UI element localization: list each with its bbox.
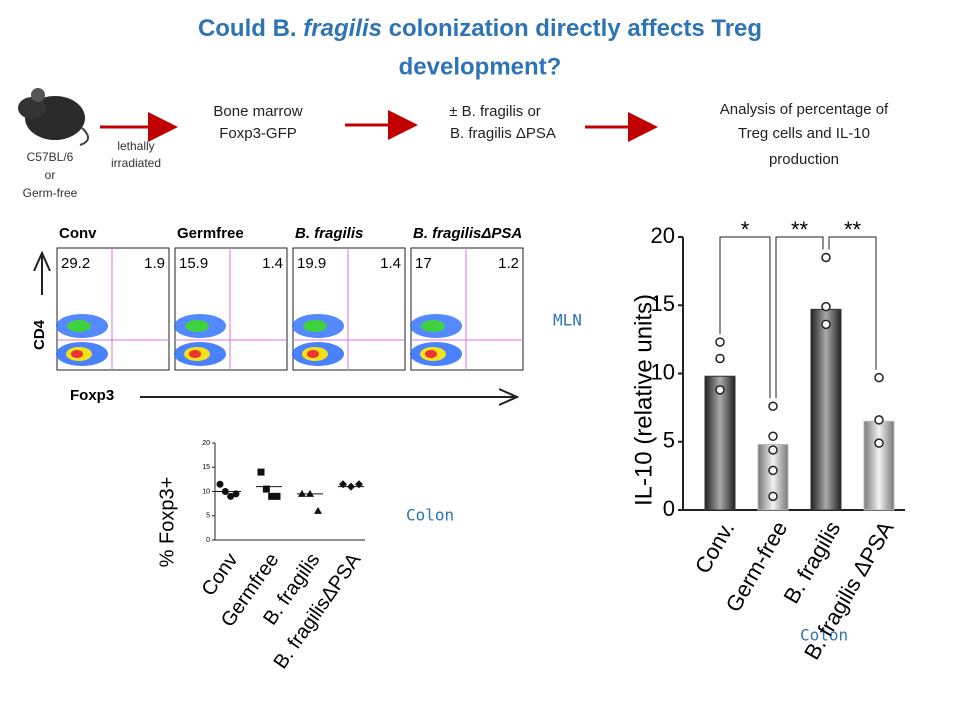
quadrant-value: 1.4: [380, 255, 401, 272]
significance-bracket: [828, 236, 877, 370]
point: [216, 480, 224, 488]
point: [715, 353, 725, 364]
point: [768, 445, 778, 455]
quadrant-value: 17: [415, 255, 432, 272]
y-tick-label: 20: [651, 223, 675, 248]
facs-density: [425, 350, 437, 358]
point: [821, 252, 831, 263]
panel-label: B. fragilis: [295, 225, 363, 242]
panel-label: B. fragilisΔPSA: [413, 225, 522, 242]
facs-density: [307, 350, 319, 358]
significance-label: *: [741, 217, 750, 242]
title: Could B. fragilis colonization directly …: [198, 15, 762, 42]
step-label: ± B. fragilis or: [449, 103, 541, 120]
y-tick-label: 15: [202, 464, 210, 471]
mouse-label: Germ-free: [23, 186, 78, 200]
y-tick-label: 10: [202, 488, 210, 495]
x-tick-label: Conv.: [690, 517, 740, 578]
y-axis-label: % Foxp3+: [156, 477, 178, 568]
mouse-label: C57BL/6: [27, 150, 74, 164]
facs-plot: [174, 247, 288, 371]
facs-density: [67, 320, 91, 332]
mouse-label: or: [45, 168, 56, 182]
facs-density: [421, 320, 445, 332]
y-tick-label: 5: [663, 428, 675, 453]
axis-label: CD4: [31, 319, 48, 350]
significance-bracket: [775, 236, 824, 399]
bar: [704, 375, 736, 511]
y-tick-label: 0: [663, 496, 675, 521]
step-label: production: [769, 151, 839, 168]
step-label: Bone marrow: [213, 103, 302, 120]
y-tick-label: 10: [651, 359, 675, 384]
facs-density: [71, 350, 83, 358]
tissue-label: Colon: [800, 626, 848, 645]
quadrant-value: 1.4: [262, 255, 283, 272]
point: [715, 385, 725, 395]
axis-label: Foxp3: [70, 387, 114, 404]
quadrant-value: 29.2: [61, 255, 90, 272]
bar: [863, 420, 895, 511]
step-label: Analysis of percentage of: [720, 101, 889, 118]
point: [262, 485, 270, 493]
y-tick-label: 15: [651, 291, 675, 316]
tissue-label: Colon: [406, 506, 454, 525]
significance-bracket: [719, 236, 771, 399]
point: [768, 491, 778, 502]
facs-density: [189, 350, 201, 358]
point: [227, 492, 235, 500]
quadrant-value: 19.9: [297, 255, 326, 272]
tissue-label: MLN: [553, 311, 582, 330]
step-label: Foxp3-GFP: [219, 125, 297, 142]
bar: [810, 308, 842, 511]
step-label: lethally: [117, 139, 154, 153]
facs-density: [185, 320, 209, 332]
title: development?: [399, 53, 562, 80]
significance-label: **: [791, 217, 809, 242]
step-label: irradiated: [111, 156, 161, 170]
quadrant-value: 15.9: [179, 255, 208, 272]
point: [768, 465, 778, 476]
point: [268, 492, 276, 500]
point: [232, 490, 240, 498]
point: [314, 506, 322, 514]
point: [874, 438, 884, 448]
y-tick-label: 0: [206, 537, 210, 544]
y-tick-label: 5: [206, 513, 210, 520]
point: [821, 301, 831, 312]
step-label: B. fragilis ΔPSA: [450, 125, 556, 142]
panel-label: Conv: [59, 225, 97, 242]
quadrant-value: 1.9: [144, 255, 165, 272]
point: [768, 431, 778, 442]
y-axis-label: IL-10 (relative units): [630, 294, 657, 506]
point: [874, 415, 884, 425]
quadrant-value: 1.2: [498, 255, 519, 272]
significance-label: **: [844, 217, 862, 242]
panel-label: Germfree: [177, 225, 244, 242]
point: [768, 401, 778, 412]
point: [715, 337, 725, 347]
point: [874, 372, 884, 383]
y-tick-label: 20: [202, 440, 210, 447]
step-label: Treg cells and IL-10: [738, 125, 870, 142]
mouse-icon: [18, 88, 89, 146]
point: [257, 468, 265, 476]
point: [821, 319, 831, 330]
point: [273, 492, 281, 500]
facs-density: [303, 320, 327, 332]
